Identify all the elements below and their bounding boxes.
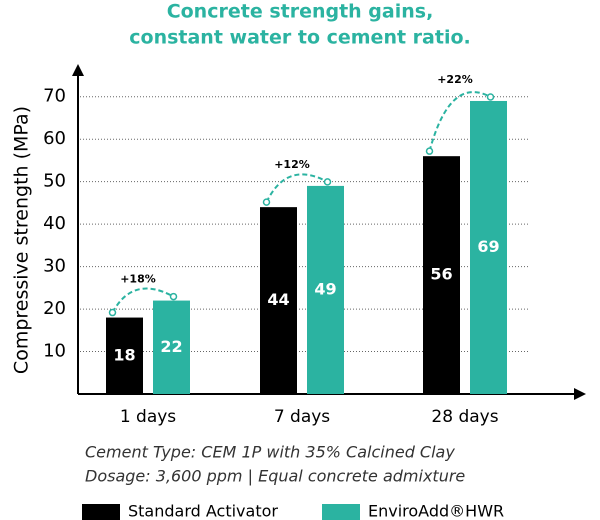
bar [106,317,143,394]
change-arc [265,173,328,203]
y-axis-label: Compressive strength (MPa) [11,106,33,374]
annotation: +22% [437,73,473,86]
arc-end [486,93,495,101]
change-arc [428,91,491,152]
bar [260,207,297,394]
chart-title: Concrete strength gains, [167,1,434,23]
y-axis-arrow [72,64,84,76]
annotation: +18% [120,273,156,286]
change-arc [111,287,174,314]
chart-title: constant water to cement ratio. [129,27,470,49]
note: Cement Type: CEM 1P with 35% Calcined Cl… [85,443,455,462]
data-label: 56 [430,265,452,284]
y-tick-label: 10 [43,341,66,362]
data-label: 22 [160,337,182,356]
x-tick-label: 28 days [431,407,498,427]
legend-swatch [82,504,120,520]
arc-end [262,198,271,206]
data-label: 69 [477,237,499,256]
annotation: +12% [274,158,310,171]
x-tick-label: 1 days [120,407,176,427]
legend-label: EnviroAdd®HWR [368,502,504,520]
y-tick-label: 60 [43,128,66,149]
legend-label: Standard Activator [128,502,278,520]
arc-end [169,292,178,301]
bar [153,300,190,394]
y-tick-label: 40 [43,213,66,234]
data-label: 49 [314,279,336,298]
y-tick-label: 70 [43,86,66,107]
x-tick-label: 7 days [274,407,330,427]
x-axis-arrow [574,388,586,400]
bar [307,185,344,394]
arc-end [323,178,332,186]
legend-swatch [322,504,360,520]
y-tick-label: 50 [43,171,66,192]
y-tick-label: 30 [43,256,66,277]
arc-end [108,308,117,317]
data-label: 18 [113,345,135,364]
bar [423,156,460,394]
y-tick-label: 20 [43,298,66,319]
note: Dosage: 3,600 ppm | Equal concrete admix… [85,467,465,486]
data-label: 44 [267,290,289,309]
arc-end [425,147,434,155]
bar [470,100,507,394]
